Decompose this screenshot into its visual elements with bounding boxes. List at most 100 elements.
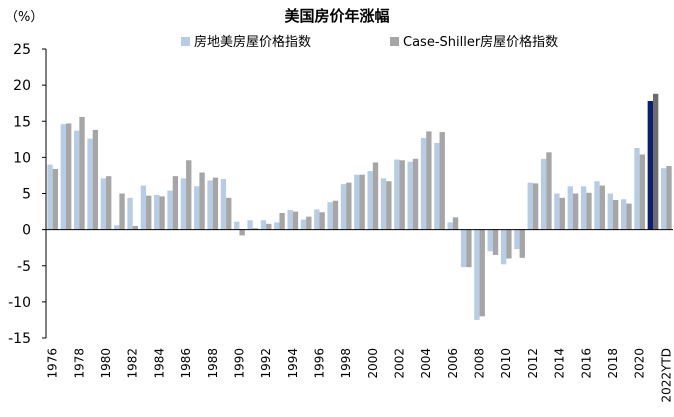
bar-freddie-mac-1997 [327, 202, 333, 230]
legend: 房地美房屋价格指数 Case-Shiller房屋价格指数 [181, 34, 558, 50]
x-tick-label: 2004 [419, 348, 433, 379]
bar-freddie-mac-1978 [74, 130, 80, 230]
bar-freddie-mac-2012 [527, 182, 533, 230]
x-tick-label: 2018 [606, 348, 620, 379]
bar-freddie-mac-2022YTD [660, 168, 667, 230]
bar-case-shiller-2005 [439, 132, 445, 230]
legend-label-case-shiller: Case-Shiller房屋价格指数 [403, 34, 558, 50]
x-tick-label: 1982 [126, 348, 140, 379]
bar-freddie-mac-1988 [207, 180, 213, 230]
bar-freddie-mac-2020 [634, 147, 640, 230]
bar-freddie-mac-1994 [287, 210, 293, 230]
bar-freddie-mac-2010 [500, 229, 507, 265]
bar-freddie-mac-1983 [140, 185, 147, 230]
bar-case-shiller-1995 [306, 216, 312, 230]
bar-case-shiller-1981 [119, 193, 125, 230]
x-tick-label: 1986 [179, 348, 193, 379]
x-tick-label: 1990 [232, 348, 246, 379]
bar-case-shiller-2003 [412, 158, 419, 230]
bar-case-shiller-1978 [79, 116, 85, 230]
x-tick-label: 1984 [152, 348, 166, 379]
x-tick-label: 1994 [286, 348, 300, 379]
y-tick-label: 0 [22, 223, 31, 239]
y-tick-label: -10 [8, 295, 31, 311]
bar-case-shiller-2001 [386, 181, 392, 230]
x-tick-label: 2002 [393, 348, 407, 379]
x-tick-label: 2012 [526, 348, 540, 379]
bar-case-shiller-1988 [212, 177, 219, 230]
bar-case-shiller-1977 [66, 123, 72, 230]
bar-case-shiller-1998 [346, 182, 352, 230]
bar-freddie-mac-2005 [434, 142, 440, 230]
legend-swatch-freddie-mac [181, 37, 190, 46]
bar-case-shiller-1976 [52, 168, 59, 230]
x-tick-label: 1976 [46, 348, 60, 379]
bar-freddie-mac-1976 [47, 164, 53, 230]
x-tick-label: 2020 [633, 348, 647, 379]
legend-label-freddie-mac: 房地美房屋价格指数 [194, 34, 311, 50]
bar-case-shiller-2011 [519, 229, 525, 258]
y-tick-label: 25 [13, 42, 31, 58]
bar-case-shiller-1987 [199, 172, 205, 230]
y-axis: -15 -10 -5 0 5 10 15 20 25 [8, 42, 47, 347]
bar-freddie-mac-2002 [394, 159, 400, 230]
bar-case-shiller-1999 [359, 174, 365, 230]
bar-case-shiller-1979 [92, 129, 99, 230]
bar-case-shiller-2004 [426, 131, 432, 230]
x-tick-label: 1992 [259, 348, 273, 379]
chart-title: 美国房价年涨幅 [284, 7, 389, 25]
bar-freddie-mac-1989 [220, 179, 227, 230]
bar-case-shiller-2009 [492, 229, 499, 255]
bar-case-shiller-1982 [132, 226, 139, 230]
x-axis: 1976 1978 1980 1982 1984 1986 1988 1990 1992 1994… [46, 229, 673, 402]
legend-swatch-case-shiller [390, 37, 399, 46]
bar-case-shiller-2020 [639, 154, 645, 230]
bar-freddie-mac-2011 [514, 229, 520, 250]
bar-case-shiller-1986 [186, 160, 192, 230]
bar-freddie-mac-2003 [407, 161, 413, 230]
bar-freddie-mac-2016 [580, 186, 587, 230]
bar-freddie-mac-2008 [474, 229, 480, 320]
bar-freddie-mac-1984 [154, 194, 160, 230]
x-tick-label: 2000 [366, 348, 380, 379]
bar-freddie-mac-1992 [260, 220, 267, 230]
bar-case-shiller-2008 [479, 229, 485, 317]
bar-case-shiller-2002 [399, 160, 405, 230]
bar-freddie-mac-1980 [100, 178, 107, 230]
bar-case-shiller-1989 [226, 197, 232, 230]
bar-case-shiller-2006 [452, 217, 459, 230]
bar-freddie-mac-1999 [354, 174, 360, 230]
bar-case-shiller-2012 [532, 183, 539, 230]
x-tick-label: 2014 [553, 348, 567, 379]
bar-case-shiller-2022YTD [666, 166, 672, 230]
y-tick-label: 15 [13, 114, 31, 130]
bar-case-shiller-2017 [599, 185, 605, 230]
x-tick-label: 1998 [339, 348, 353, 379]
x-tick-label: 1980 [99, 348, 113, 379]
bar-freddie-mac-1995 [300, 219, 307, 230]
bar-case-shiller-2016 [586, 192, 592, 230]
bar-freddie-mac-2021 [647, 101, 653, 230]
bar-case-shiller-1990 [239, 229, 245, 236]
bar-case-shiller-1983 [146, 195, 152, 230]
bar-case-shiller-1993 [279, 213, 285, 230]
bar-freddie-mac-2013 [540, 158, 547, 230]
bar-freddie-mac-1991 [247, 220, 253, 230]
bar-case-shiller-1991 [252, 228, 259, 230]
bar-freddie-mac-2007 [460, 229, 467, 268]
bar-freddie-mac-1993 [274, 222, 280, 230]
bar-case-shiller-1985 [172, 176, 179, 230]
bar-case-shiller-1984 [159, 196, 165, 230]
bar-case-shiller-2010 [506, 229, 512, 259]
bar-freddie-mac-1986 [180, 178, 187, 230]
bar-freddie-mac-2004 [420, 137, 427, 230]
bar-case-shiller-2007 [466, 229, 472, 268]
bar-case-shiller-2000 [372, 162, 379, 230]
x-tick-label: 2008 [473, 348, 487, 379]
x-tick-label: 1996 [312, 348, 326, 379]
bar-case-shiller-1980 [106, 176, 112, 230]
bar-freddie-mac-1982 [127, 197, 133, 230]
bar-freddie-mac-1979 [87, 138, 93, 230]
bar-case-shiller-1997 [332, 200, 339, 230]
bar-case-shiller-2015 [572, 193, 579, 230]
